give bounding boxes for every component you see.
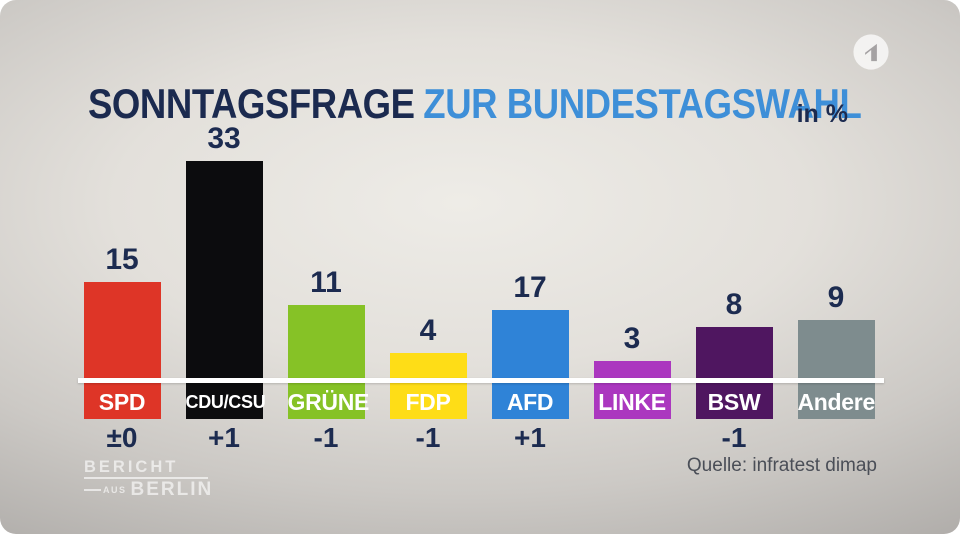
bar-value: 8 (725, 288, 743, 321)
bab-rule (84, 477, 208, 480)
bar-group-bsw: 8 BSW -1 (683, 0, 785, 534)
bab-line2: AUS BERLIN (84, 480, 213, 499)
bab-aus: AUS (103, 484, 127, 495)
bar: GRÜNE (287, 305, 370, 419)
source-label: Quelle: infratest dimap (686, 455, 877, 476)
bab-berlin: BERLIN (130, 479, 214, 501)
bar: AFD (491, 310, 569, 419)
bar: FDP (389, 353, 467, 419)
bar-group-gruene: 11 GRÜNE -1 (275, 0, 377, 534)
change-label: ±0 (106, 422, 138, 453)
party-label: FDP (405, 389, 451, 415)
bar: BSW (695, 327, 773, 419)
bar: SPD (83, 282, 161, 419)
bericht-aus-berlin-logo: BERICHT AUS BERLIN (84, 458, 213, 499)
party-label: LINKE (598, 389, 666, 415)
bar-value: 17 (513, 271, 547, 304)
change-label: -1 (721, 422, 747, 453)
bar-group-linke: 3 LINKE (581, 0, 683, 534)
title-main: SONNTAGSFRAGE (88, 80, 415, 128)
bar-value: 4 (419, 314, 437, 347)
page-title: SONNTAGSFRAGE ZUR BUNDESTAGSWAHL (88, 80, 862, 128)
party-label: GRÜNE (287, 389, 370, 415)
bar-group-cdu-csu: 33 CDU/CSU +1 (173, 0, 275, 534)
party-label: BSW (707, 389, 761, 415)
bar-group-afd: 17 AFD +1 (479, 0, 581, 534)
change-label: -1 (415, 422, 441, 453)
bar: LINKE (593, 361, 671, 419)
bar: CDU/CSU (185, 161, 266, 419)
bar-value: 33 (207, 122, 241, 155)
bar-value: 11 (310, 266, 342, 299)
change-label: +1 (208, 422, 240, 453)
change-label: +1 (514, 422, 546, 453)
bab-dash (84, 488, 101, 491)
unit-label: in % (796, 100, 848, 128)
title-highlight: ZUR BUNDESTAGSWAHL (423, 80, 862, 128)
bar: Andere (797, 320, 876, 419)
bab-line1: BERICHT (84, 458, 179, 476)
party-label: Andere (797, 389, 876, 415)
zero-baseline (78, 378, 884, 383)
change-label: -1 (313, 422, 339, 453)
bar-value: 15 (105, 243, 139, 276)
bar-group-spd: 15 SPD ±0 (71, 0, 173, 534)
bar-value: 3 (623, 322, 641, 355)
das-erste-1-icon (853, 34, 889, 70)
party-label: CDU/CSU (185, 392, 266, 412)
party-label: SPD (98, 389, 146, 415)
party-label: AFD (506, 389, 554, 415)
ard-channel-icon (852, 33, 890, 71)
bar-group-andere: 9 Andere (785, 0, 887, 534)
bar-group-fdp: 4 FDP -1 (377, 0, 479, 534)
bar-value: 9 (827, 281, 845, 314)
